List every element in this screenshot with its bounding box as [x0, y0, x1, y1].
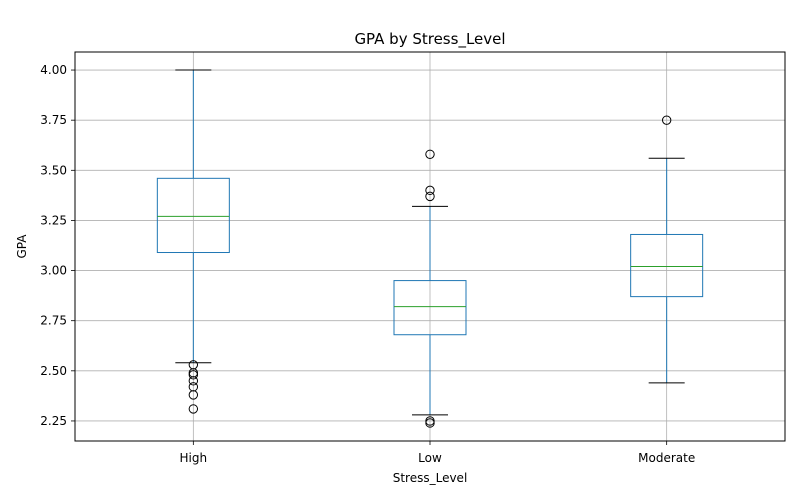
y-tick-label: 2.50: [40, 364, 67, 378]
axis-layer: 2.25 2.50 2.75 3.00 3.25 3.50 3.75 4.00 High Low M…: [40, 63, 695, 465]
x-tick-label: Low: [418, 451, 442, 465]
outlier-point: [188, 376, 199, 386]
outlier-point: [425, 418, 435, 428]
chart-title: GPA by Stress_Level: [354, 30, 505, 49]
y-tick-label: 3.50: [40, 163, 67, 177]
iqr-box: [156, 177, 230, 254]
x-axis-label: Stress_Level: [393, 471, 468, 485]
box-group-high: [156, 69, 230, 414]
box-group-low: [393, 149, 467, 428]
y-tick-label: 2.25: [40, 414, 67, 428]
iqr-box: [393, 280, 467, 336]
outlier-point: [425, 185, 435, 196]
y-tick-label: 4.00: [40, 63, 67, 77]
outlier-point: [188, 390, 199, 400]
outlier-point: [425, 191, 435, 202]
outlier-point: [425, 149, 435, 159]
outlier-point: [661, 115, 672, 125]
box-group-moderate: [630, 115, 704, 384]
plot-frame: [74, 51, 786, 442]
y-tick-label: 3.75: [40, 113, 67, 127]
x-tick-label: High: [180, 451, 208, 465]
y-tick-label: 3.25: [40, 213, 67, 227]
y-tick-label: 3.00: [40, 264, 67, 278]
x-tick-label: Moderate: [638, 451, 695, 465]
outlier-point: [188, 404, 199, 414]
y-axis-label: GPA: [15, 234, 29, 259]
outlier-point: [188, 370, 199, 380]
y-tick-label: 2.75: [40, 314, 67, 328]
iqr-box: [630, 233, 704, 298]
box-layer: [156, 69, 704, 428]
